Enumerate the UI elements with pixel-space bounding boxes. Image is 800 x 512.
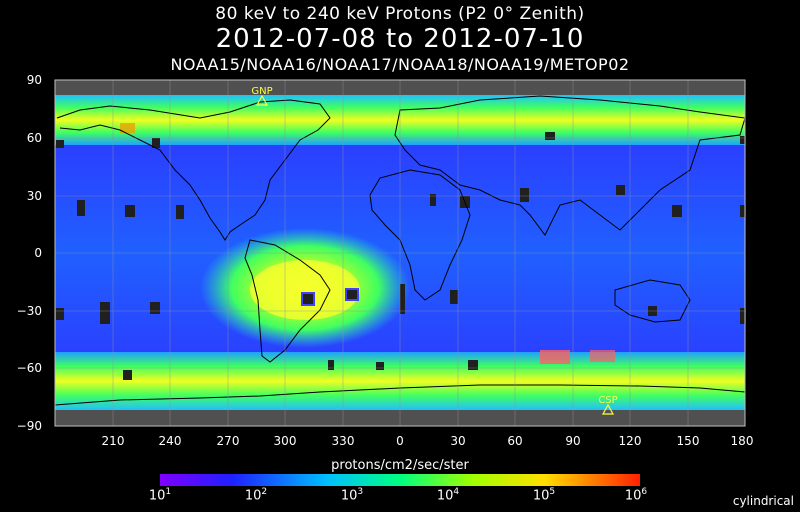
lon-tick-300: 300 [273,434,297,448]
colorbar-tick-3: 103 [340,487,364,504]
marker-gnp: GNP [251,86,273,106]
lon-tick-90: 90 [565,434,581,448]
lon-tick-120: 120 [618,434,642,448]
lon-tick-240: 240 [158,434,182,448]
lat-tick-30: 30 [26,189,42,203]
map-frame [54,79,746,427]
marker-csp-label: CSP [598,395,617,406]
lon-tick-180: 180 [730,434,754,448]
marker-csp: CSP [598,395,618,415]
colorbar-tick-1: 101 [148,487,172,504]
lon-tick-210: 210 [101,434,125,448]
lon-tick-30: 30 [450,434,466,448]
lat-tick-90: 90 [26,73,42,87]
colorbar-tick-4: 104 [436,487,460,504]
lat-tick-neg60: −60 [16,361,42,375]
lat-tick-60: 60 [26,131,42,145]
lon-tick-150: 150 [676,434,700,448]
lon-tick-270: 270 [216,434,240,448]
marker-gnp-label: GNP [251,86,272,97]
colorbar [160,474,640,486]
plot-title: 80 keV to 240 keV Protons (P2 0° Zenith) [215,4,585,24]
lat-tick-neg90: −90 [16,419,42,433]
lon-tick-0: 0 [396,434,404,448]
lat-tick-0: 0 [34,246,42,260]
graticule [55,80,745,426]
lon-tick-60: 60 [507,434,523,448]
lon-tick-330: 330 [331,434,355,448]
colorbar-label: protons/cm2/sec/ster [331,458,469,473]
colorbar-tick-5: 105 [532,487,556,504]
lat-tick-neg30: −30 [16,304,42,318]
date-range-title: 2012-07-08 to 2012-07-10 [215,24,585,54]
projection-label: cylindrical [732,494,794,508]
colorbar-tick-6: 106 [624,487,648,504]
satellites-title: NOAA15/NOAA16/NOAA17/NOAA18/NOAA19/METOP… [170,55,630,74]
colorbar-tick-2: 102 [244,487,268,504]
data-gaps [56,132,746,380]
